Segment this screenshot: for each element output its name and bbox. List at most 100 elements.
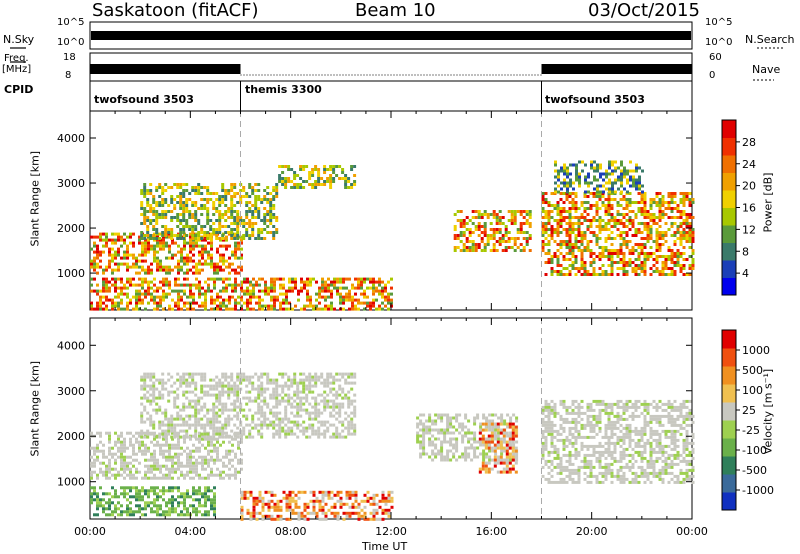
heat-cell — [200, 387, 204, 391]
heat-cell — [464, 458, 468, 462]
heat-cell — [158, 216, 162, 219]
heat-cell — [236, 384, 240, 388]
heat-cell — [329, 375, 333, 379]
heat-cell — [556, 207, 560, 210]
heat-cell — [120, 473, 123, 477]
heat-cell — [568, 213, 572, 216]
heat-cell — [215, 387, 219, 391]
heat-cell — [682, 222, 686, 225]
heat-cell — [194, 381, 198, 385]
heat-cell — [329, 435, 333, 439]
heat-cell — [327, 304, 330, 308]
heat-cell — [123, 307, 126, 311]
heat-cell — [285, 502, 289, 506]
heat-cell — [661, 201, 665, 204]
heat-cell — [147, 283, 150, 287]
heat-cell — [198, 292, 201, 296]
heat-cell — [369, 301, 372, 305]
heat-cell — [215, 414, 219, 418]
heat-cell — [236, 387, 240, 391]
heat-cell — [218, 231, 222, 234]
heat-cell — [363, 493, 367, 497]
heat-cell — [586, 249, 590, 252]
heat-cell — [311, 183, 315, 186]
heat-cell — [459, 210, 463, 213]
heat-cell — [93, 250, 96, 254]
heat-cell — [646, 234, 650, 237]
heat-cell — [557, 169, 560, 173]
heat-cell — [174, 507, 177, 511]
heat-cell — [245, 234, 249, 237]
heat-cell — [221, 186, 225, 189]
heat-cell — [144, 238, 147, 242]
heat-cell — [215, 192, 219, 195]
heat-cell — [610, 231, 614, 234]
heat-cell — [375, 286, 378, 290]
heat-cell — [464, 413, 468, 417]
heat-cell — [598, 219, 602, 222]
heat-cell — [150, 501, 153, 505]
heat-cell — [146, 234, 150, 237]
heat-cell — [248, 408, 252, 412]
heat-cell — [102, 271, 105, 275]
heat-cell — [102, 504, 105, 508]
heat-cell — [197, 219, 201, 222]
heat-cell — [141, 301, 144, 305]
heat-cell — [171, 446, 174, 450]
heat-cell — [577, 207, 581, 210]
heat-cell — [170, 390, 174, 394]
heat-cell — [578, 172, 581, 176]
heat-cell — [233, 222, 237, 225]
heat-cell — [132, 253, 135, 257]
heat-cell — [655, 201, 659, 204]
heat-cell — [589, 252, 593, 255]
heat-cell — [180, 253, 183, 257]
heat-cell — [150, 455, 153, 459]
heat-cell — [152, 228, 156, 231]
heat-cell — [318, 502, 322, 506]
heat-cell — [179, 213, 183, 216]
heat-cell — [626, 181, 629, 185]
heat-cell — [333, 307, 336, 311]
heat-cell — [504, 240, 508, 243]
heat-cell — [294, 283, 297, 287]
heat-cell — [623, 187, 626, 191]
heat-cell — [198, 283, 201, 287]
heat-cell — [357, 301, 360, 305]
heat-cell — [237, 295, 240, 299]
heat-cell — [228, 244, 231, 248]
heat-cell — [291, 496, 295, 500]
heat-cell — [269, 420, 273, 424]
heat-cell — [195, 241, 198, 245]
heat-cell — [159, 452, 162, 456]
heat-cell — [146, 411, 150, 415]
heat-cell — [366, 496, 370, 500]
heat-cell — [93, 268, 96, 272]
heat-cell — [155, 186, 159, 189]
heat-cell — [251, 210, 255, 213]
heat-cell — [138, 241, 141, 245]
heat-cell — [138, 495, 141, 499]
heat-cell — [272, 405, 276, 409]
heat-cell — [296, 186, 300, 189]
heat-cell — [643, 261, 647, 264]
heat-cell — [156, 498, 159, 502]
heat-cell — [338, 387, 342, 391]
heat-cell — [105, 235, 108, 239]
heat-cell — [245, 201, 249, 204]
heat-cell — [192, 265, 195, 269]
heat-cell — [602, 178, 605, 182]
heat-cell — [132, 476, 135, 480]
heat-cell — [140, 204, 144, 207]
heat-cell — [260, 423, 264, 427]
heat-cell — [270, 304, 273, 308]
heat-cell — [105, 455, 108, 459]
heat-cell — [200, 426, 204, 430]
heat-cell — [260, 411, 264, 415]
heat-cell — [372, 304, 375, 308]
heat-cell — [233, 210, 237, 213]
heat-cell — [673, 201, 677, 204]
heat-cell — [550, 228, 554, 231]
heat-cell — [592, 273, 596, 276]
heat-cell — [227, 207, 231, 210]
